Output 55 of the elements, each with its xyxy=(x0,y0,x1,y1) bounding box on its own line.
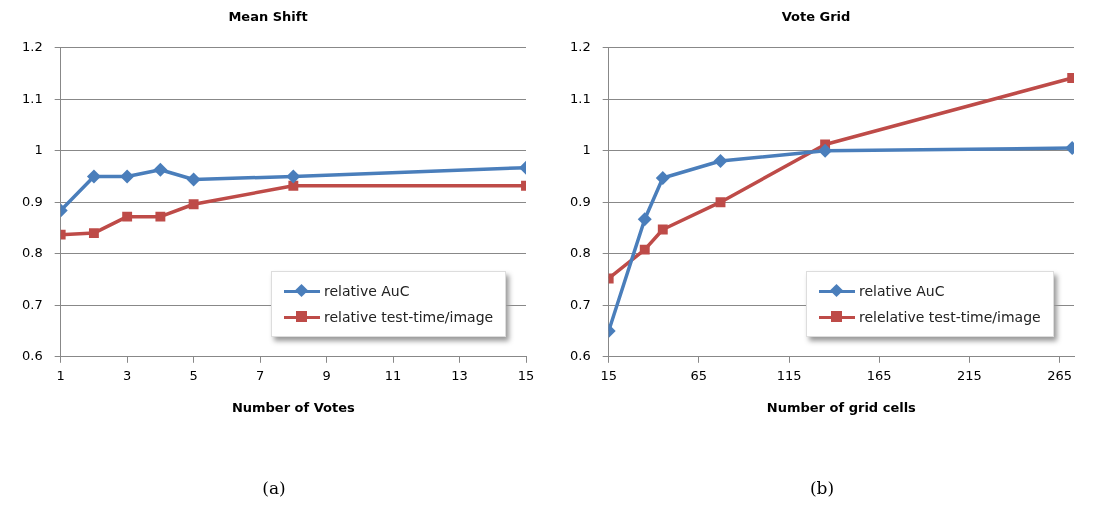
legend-label: relative AuC xyxy=(324,282,410,299)
x-tick-label: 165 xyxy=(866,367,892,383)
y-tick-label: 1 xyxy=(34,142,43,158)
x-tick-label: 65 xyxy=(690,367,708,383)
x-tick-label: 7 xyxy=(255,367,265,383)
x-tick-label: 9 xyxy=(322,367,331,383)
y-tick-label: 1 xyxy=(582,142,591,158)
x-tick-label: 3 xyxy=(123,367,132,383)
point xyxy=(86,169,101,184)
point xyxy=(120,169,135,184)
y-tick-label: 0.8 xyxy=(569,245,591,261)
x-tick-label: 15 xyxy=(600,367,617,383)
y-tick-label: 0.9 xyxy=(21,193,43,209)
legend-label: relative AuC xyxy=(859,282,945,299)
point xyxy=(155,211,166,222)
y-tick-label: 0.8 xyxy=(21,245,43,261)
x-tick-label: 215 xyxy=(956,367,982,383)
text: (b) xyxy=(808,478,836,498)
legend-label: relelative test-time/image xyxy=(859,308,1041,325)
point xyxy=(655,170,670,185)
x-axis-title: Number of Votes xyxy=(231,399,356,415)
x-tick-label: 265 xyxy=(1047,367,1072,383)
point xyxy=(639,244,650,255)
point xyxy=(286,169,301,184)
point xyxy=(88,228,99,239)
y-tick-label: 0.7 xyxy=(569,296,591,312)
y-tick-label: 1.2 xyxy=(21,38,43,54)
point xyxy=(657,224,668,235)
x-tick-label: 13 xyxy=(451,367,468,383)
y-tick-label: 0.7 xyxy=(21,296,43,312)
point xyxy=(122,211,133,222)
chart-title: Vote Grid xyxy=(781,9,851,25)
chart-title: Mean Shift xyxy=(228,9,308,25)
y-tick-label: 1.2 xyxy=(569,38,591,54)
point xyxy=(188,199,199,210)
x-tick-label: 5 xyxy=(189,367,198,383)
x-tick-label: 115 xyxy=(776,367,802,383)
point xyxy=(186,172,201,187)
text: (a) xyxy=(261,478,287,498)
x-tick-label: 1 xyxy=(56,367,65,383)
legend-label: relative test-time/image xyxy=(324,308,494,325)
y-tick-label: 1.1 xyxy=(21,90,43,106)
x-tick-label: 15 xyxy=(517,367,535,383)
y-tick-label: 0.6 xyxy=(21,348,43,364)
y-tick-label: 0.6 xyxy=(569,348,591,364)
point xyxy=(715,197,726,208)
point xyxy=(288,180,299,191)
x-tick-label: 11 xyxy=(384,367,402,383)
point xyxy=(153,162,168,177)
x-axis-title: Number of grid cells xyxy=(766,399,917,415)
y-tick-label: 1.1 xyxy=(569,90,591,106)
point xyxy=(818,143,833,158)
point xyxy=(637,212,652,227)
y-tick-label: 0.9 xyxy=(569,193,591,209)
point xyxy=(713,153,728,168)
